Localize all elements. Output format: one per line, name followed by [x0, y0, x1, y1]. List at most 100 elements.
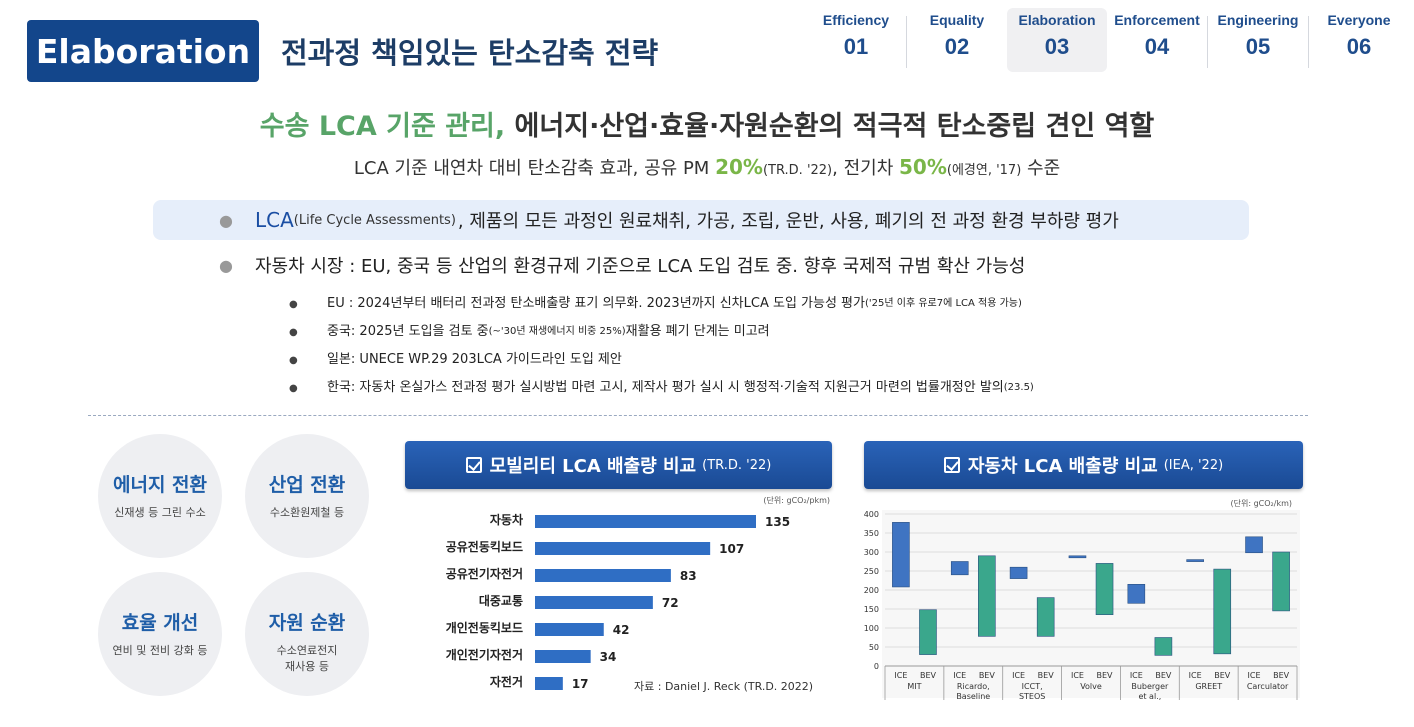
- list-item-text: 일본: UNECE WP.29 203LCA 가이드라인 도입 제안: [327, 352, 622, 367]
- subline-text: , 전기차: [832, 158, 899, 179]
- lca-term: LCA: [254, 208, 294, 232]
- list-item: ● EU : 2024년부터 배터리 전과정 탄소배출량 표기 의무화. 2023…: [289, 294, 1034, 322]
- subline-source: (TR.D. '22): [762, 163, 833, 178]
- nav-label: Engineering: [1217, 12, 1299, 28]
- nav-number: 03: [1044, 34, 1070, 59]
- circle-energy-transition: 에너지 전환 신재생 등 그린 수소: [98, 434, 222, 558]
- list-item-text: 중국: 2025년 도입을 검토 중: [327, 324, 489, 339]
- ice-bar: [892, 522, 910, 588]
- nav-enforcement[interactable]: Enforcement 04: [1107, 8, 1207, 72]
- series-label: ICE: [1012, 671, 1025, 680]
- subline-pct-pm: 20%: [715, 155, 763, 179]
- nav-label: Elaboration: [1018, 12, 1096, 28]
- nav-engineering[interactable]: Engineering 05: [1208, 8, 1308, 72]
- y-tick-label: 50: [869, 643, 879, 652]
- chart2-header: 자동차 LCA 배출량 비교 (IEA, '22): [864, 441, 1303, 489]
- chart1-source: (TR.D. '22): [702, 457, 772, 473]
- lca-description: , 제품의 모든 과정인 원료채취, 가공, 조립, 운반, 사용, 폐기의 전…: [457, 211, 1119, 232]
- section-nav: Efficiency 01 Equality 02 Elaboration 03 En…: [806, 8, 1409, 72]
- bar: [535, 515, 756, 528]
- bullet-dot: ●: [289, 327, 298, 338]
- list-item: ● 일본: UNECE WP.29 203LCA 가이드라인 도입 제안: [289, 350, 1034, 378]
- nav-everyone[interactable]: Everyone 06: [1309, 8, 1409, 72]
- bev-bar: [1272, 551, 1290, 612]
- nav-equality[interactable]: Equality 02: [907, 8, 1007, 72]
- lca-expansion: (Life Cycle Assessments): [293, 212, 456, 228]
- subline: LCA 기준 내연차 대비 탄소감축 효과, 공유 PM 20%(TR.D. '…: [0, 154, 1414, 180]
- bev-bar: [1154, 637, 1173, 656]
- nav-divider: [1308, 16, 1309, 68]
- group-label: MIT: [907, 682, 921, 691]
- circle-resource-circulation: 자원 순환 수소연료전지 재사용 등: [245, 572, 369, 696]
- y-tick-label: 300: [864, 548, 879, 557]
- circle-subtitle: 연비 및 전비 강화 등: [112, 644, 208, 657]
- country-list: ● EU : 2024년부터 배터리 전과정 탄소배출량 표기 의무화. 2023…: [289, 294, 1034, 406]
- series-label: BEV: [979, 671, 996, 680]
- value-label: 34: [600, 650, 617, 664]
- chart1-title: 모빌리티 LCA 배출량 비교: [489, 456, 697, 477]
- series-label: BEV: [1038, 671, 1055, 680]
- circle-title: 효율 개선: [121, 612, 199, 634]
- checkbox-icon: [465, 457, 482, 473]
- nav-divider: [906, 16, 907, 68]
- chart1-header: 모빌리티 LCA 배출량 비교 (TR.D. '22): [405, 441, 832, 489]
- list-item: ● 중국: 2025년 도입을 검토 중 (~'30년 재생에너지 비중 25%) …: [289, 322, 1034, 350]
- section-badge: Elaboration: [27, 20, 259, 82]
- category-label: 개인전동킥보드: [446, 620, 523, 635]
- chart2-title: 자동차 LCA 배출량 비교: [967, 456, 1158, 477]
- chart2-unit: (단위: gCO₂/km): [1231, 498, 1293, 508]
- circle-title: 자원 순환: [268, 612, 346, 634]
- category-label: 공유전기자전거: [446, 566, 523, 581]
- list-item-text: 한국: 자동차 온실가스 전과정 평가 실시방법 마련 고시, 제작사 평가 실…: [327, 380, 1004, 395]
- subline-text: LCA 기준 내연차 대비 탄소감축 효과, 공유 PM: [353, 158, 716, 179]
- value-label: 83: [680, 569, 697, 583]
- circle-subtitle: 수소환원제철 등: [269, 506, 345, 519]
- value-label: 42: [613, 623, 630, 637]
- checkbox-icon: [943, 457, 960, 473]
- nav-label: Enforcement: [1114, 12, 1200, 28]
- group-label: Volve: [1080, 682, 1102, 691]
- bullet-dot: ●: [289, 355, 298, 366]
- y-tick-label: 200: [864, 586, 879, 595]
- ice-bar: [1009, 566, 1028, 579]
- bullet-dot: ●: [289, 299, 298, 310]
- bev-bar: [1036, 597, 1055, 637]
- vehicle-lca-floating-bar-chart: (단위: gCO₂/km) 0 50 100 150 200 250 300 350 400 ICE…: [864, 498, 1300, 701]
- subline-text: 수준: [1021, 158, 1061, 179]
- subline-pct-ev: 50%: [899, 155, 947, 179]
- circle-title: 에너지 전환: [112, 474, 207, 496]
- list-item: ● 한국: 자동차 온실가스 전과정 평가 실시방법 마련 고시, 제작사 평가 …: [289, 378, 1034, 406]
- bullet-dot: ●: [219, 210, 233, 230]
- value-label: 135: [765, 515, 790, 529]
- chart2-source: (IEA, '22): [1163, 457, 1224, 473]
- ice-bar: [1186, 559, 1204, 562]
- bev-bar: [1213, 568, 1232, 655]
- series-label: ICE: [1189, 671, 1202, 680]
- headline-accent: 수송 LCA 기준 관리,: [259, 111, 506, 142]
- series-label: ICE: [953, 671, 966, 680]
- bev-bar: [1095, 563, 1114, 616]
- headline-rest: 에너지·산업·효율·자원순환의 적극적 탄소중립 견인 역할: [505, 111, 1155, 142]
- series-label: BEV: [1214, 671, 1231, 680]
- bar: [535, 569, 671, 582]
- group-label: Carculator: [1247, 682, 1289, 691]
- group-label: STEOS: [1019, 692, 1045, 701]
- series-label: BEV: [1273, 671, 1290, 680]
- ice-bar: [1245, 536, 1263, 554]
- group-label: Buberger: [1131, 682, 1169, 691]
- mobility-lca-bar-chart: (단위: gCO₂/pkm) 자동차 135 공유전동킥보드 107 공유전기자전거 83 대…: [446, 495, 830, 693]
- auto-market-text: 자동차 시장 : EU, 중국 등 산업의 환경규제 기준으로 LCA 도입 검…: [254, 256, 1026, 277]
- bar: [535, 650, 591, 663]
- group-label: Ricardo,: [957, 682, 990, 691]
- nav-number: 01: [843, 34, 869, 59]
- circle-title: 산업 전환: [268, 474, 346, 496]
- list-item-text: EU : 2024년부터 배터리 전과정 탄소배출량 표기 의무화. 2023년…: [327, 296, 865, 311]
- nav-efficiency[interactable]: Efficiency 01: [806, 8, 906, 72]
- y-tick-label: 150: [864, 605, 879, 614]
- bev-bar: [919, 609, 937, 655]
- nav-elaboration[interactable]: Elaboration 03: [1007, 8, 1107, 72]
- page-title: 전과정 책임있는 탄소감축 전략: [281, 36, 659, 70]
- nav-label: Equality: [929, 12, 985, 28]
